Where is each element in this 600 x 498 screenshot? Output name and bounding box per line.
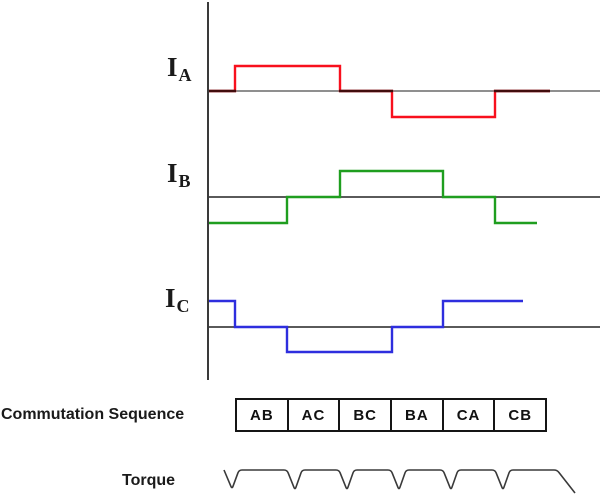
phase-c-subscript: C — [176, 296, 190, 316]
torque-label: Torque — [122, 472, 176, 489]
commutation-cell-ba: BA — [390, 400, 442, 430]
phase-b-current-label: IB — [167, 158, 191, 191]
phase-c-current-label: IC — [165, 283, 190, 316]
phase-b-symbol: I — [167, 158, 178, 188]
commutation-cell-cb: CB — [493, 400, 545, 430]
phase-a-current-label: IA — [167, 52, 192, 85]
commutation-cell-ca: CA — [441, 400, 494, 430]
phase-a-subscript: A — [178, 65, 192, 85]
commutation-cell-ab: AB — [250, 406, 274, 424]
commutation-cell-ac: AC — [286, 400, 339, 430]
commutation-sequence-label: Commutation Sequence — [1, 406, 185, 423]
phase-b-subscript: B — [178, 171, 191, 191]
waveform-ib — [208, 169, 537, 225]
commutation-cell-bc: BC — [338, 400, 390, 430]
phase-c-symbol: I — [165, 283, 176, 313]
waveform-ic — [208, 299, 523, 354]
commutation-sequence-table: AB AC BC BA CA CB — [235, 398, 547, 432]
torque-waveform — [223, 469, 576, 494]
phase-a-symbol: I — [167, 52, 178, 82]
